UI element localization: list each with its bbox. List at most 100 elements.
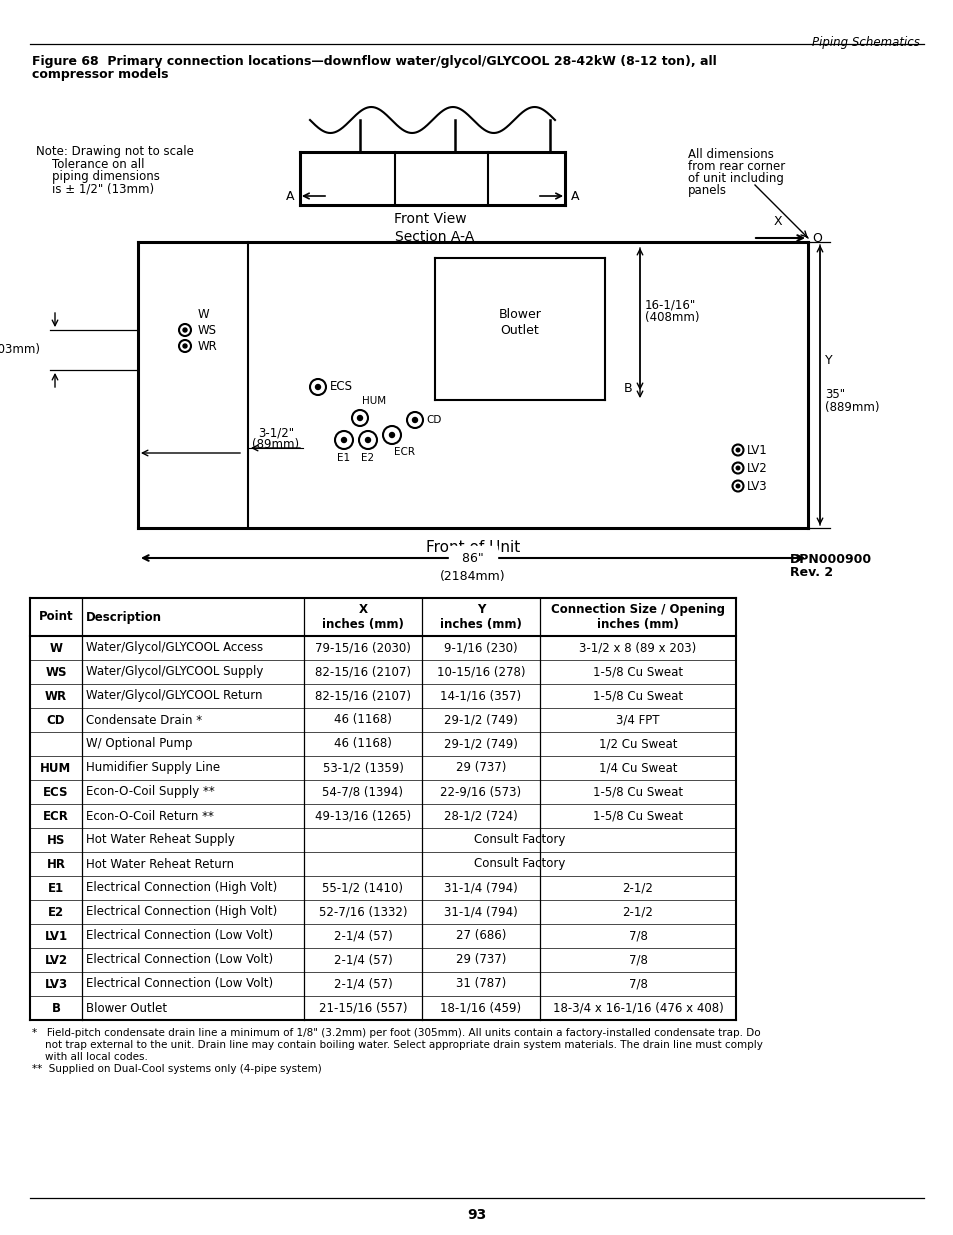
Text: 31-1/4 (794): 31-1/4 (794) bbox=[444, 905, 517, 919]
Text: Front View: Front View bbox=[394, 212, 466, 226]
Circle shape bbox=[412, 417, 417, 422]
Text: 86": 86" bbox=[454, 552, 492, 564]
Circle shape bbox=[183, 329, 187, 332]
Text: WR: WR bbox=[198, 340, 217, 352]
Text: Blower Outlet: Blower Outlet bbox=[86, 1002, 167, 1014]
Text: Humidifier Supply Line: Humidifier Supply Line bbox=[86, 762, 220, 774]
Text: Electrical Connection (High Volt): Electrical Connection (High Volt) bbox=[86, 882, 277, 894]
Text: W: W bbox=[198, 309, 210, 321]
Text: 2-1/4 (57): 2-1/4 (57) bbox=[334, 953, 392, 967]
Text: 1-5/8 Cu Sweat: 1-5/8 Cu Sweat bbox=[593, 809, 682, 823]
Text: LV2: LV2 bbox=[45, 953, 68, 967]
Circle shape bbox=[183, 345, 187, 348]
Text: 52-7/16 (1332): 52-7/16 (1332) bbox=[318, 905, 407, 919]
Circle shape bbox=[736, 484, 739, 488]
Text: 2-1/4 (57): 2-1/4 (57) bbox=[334, 930, 392, 942]
Circle shape bbox=[357, 415, 362, 420]
Text: Rev. 2: Rev. 2 bbox=[789, 566, 832, 579]
Text: ECS: ECS bbox=[330, 380, 353, 394]
Text: 7/8: 7/8 bbox=[628, 977, 647, 990]
Text: 29-1/2 (749): 29-1/2 (749) bbox=[443, 714, 517, 726]
Text: Electrical Connection (Low Volt): Electrical Connection (Low Volt) bbox=[86, 977, 273, 990]
Text: **  Supplied on Dual-Cool systems only (4-pipe system): ** Supplied on Dual-Cool systems only (4… bbox=[32, 1065, 321, 1074]
Text: Econ-O-Coil Supply **: Econ-O-Coil Supply ** bbox=[86, 785, 214, 799]
Text: 1-5/8 Cu Sweat: 1-5/8 Cu Sweat bbox=[593, 666, 682, 678]
Text: is ± 1/2" (13mm): is ± 1/2" (13mm) bbox=[52, 182, 154, 195]
Text: Consult Factory: Consult Factory bbox=[474, 834, 565, 846]
Text: Consult Factory: Consult Factory bbox=[474, 857, 565, 871]
Text: 1-5/8 Cu Sweat: 1-5/8 Cu Sweat bbox=[593, 785, 682, 799]
Text: WS: WS bbox=[45, 666, 67, 678]
Text: Figure 68  Primary connection locations—downflow water/glycol/GLYCOOL 28-42kW (8: Figure 68 Primary connection locations—d… bbox=[32, 56, 716, 68]
Text: E1: E1 bbox=[48, 882, 64, 894]
Text: Hot Water Reheat Return: Hot Water Reheat Return bbox=[86, 857, 233, 871]
Text: 79-15/16 (2030): 79-15/16 (2030) bbox=[314, 641, 411, 655]
Text: Tolerance on all: Tolerance on all bbox=[52, 158, 144, 170]
Text: 1/2 Cu Sweat: 1/2 Cu Sweat bbox=[598, 737, 677, 751]
Text: (889mm): (889mm) bbox=[824, 401, 879, 415]
Text: WS: WS bbox=[198, 324, 216, 336]
Text: 46 (1168): 46 (1168) bbox=[334, 737, 392, 751]
Text: E2: E2 bbox=[361, 453, 375, 463]
Text: HUM: HUM bbox=[361, 396, 386, 406]
Text: X: X bbox=[773, 215, 781, 228]
Text: Electrical Connection (High Volt): Electrical Connection (High Volt) bbox=[86, 905, 277, 919]
Text: HR: HR bbox=[47, 857, 66, 871]
Text: LV2: LV2 bbox=[746, 462, 767, 474]
Text: 82-15/16 (2107): 82-15/16 (2107) bbox=[314, 666, 411, 678]
Text: 27 (686): 27 (686) bbox=[456, 930, 506, 942]
Text: Front of Unit: Front of Unit bbox=[425, 540, 519, 555]
Text: 49-13/16 (1265): 49-13/16 (1265) bbox=[314, 809, 411, 823]
Text: 82-15/16 (2107): 82-15/16 (2107) bbox=[314, 689, 411, 703]
Text: E1: E1 bbox=[337, 453, 350, 463]
Text: W/ Optional Pump: W/ Optional Pump bbox=[86, 737, 193, 751]
Text: 3/4 FPT: 3/4 FPT bbox=[616, 714, 659, 726]
Text: Condensate Drain *: Condensate Drain * bbox=[86, 714, 202, 726]
Text: not trap external to the unit. Drain line may contain boiling water. Select appr: not trap external to the unit. Drain lin… bbox=[32, 1040, 762, 1050]
Text: 16-1/16": 16-1/16" bbox=[644, 299, 696, 311]
Text: 2-1/2: 2-1/2 bbox=[622, 882, 653, 894]
Circle shape bbox=[341, 437, 346, 442]
Text: 28-1/2 (724): 28-1/2 (724) bbox=[444, 809, 517, 823]
Text: A: A bbox=[571, 189, 578, 203]
Text: with all local codes.: with all local codes. bbox=[32, 1052, 148, 1062]
Text: X
inches (mm): X inches (mm) bbox=[322, 603, 403, 631]
Text: 3-1/2": 3-1/2" bbox=[257, 427, 294, 440]
Text: B: B bbox=[51, 1002, 60, 1014]
Text: Note: Drawing not to scale: Note: Drawing not to scale bbox=[36, 144, 193, 158]
Text: WR: WR bbox=[45, 689, 67, 703]
Text: W: W bbox=[50, 641, 63, 655]
Text: ECR: ECR bbox=[43, 809, 69, 823]
Text: 22-9/16 (573): 22-9/16 (573) bbox=[440, 785, 521, 799]
Text: 93: 93 bbox=[467, 1208, 486, 1221]
Text: 29 (737): 29 (737) bbox=[456, 953, 506, 967]
Text: Description: Description bbox=[86, 610, 162, 624]
Text: 46 (1168): 46 (1168) bbox=[334, 714, 392, 726]
Text: Section A-A: Section A-A bbox=[395, 230, 475, 245]
Text: LV1: LV1 bbox=[45, 930, 68, 942]
Text: piping dimensions: piping dimensions bbox=[52, 170, 160, 183]
Text: 31-1/4 (794): 31-1/4 (794) bbox=[444, 882, 517, 894]
Text: 1-5/8 Cu Sweat: 1-5/8 Cu Sweat bbox=[593, 689, 682, 703]
Text: Y: Y bbox=[824, 353, 832, 367]
Text: 3-1/2 x 8 (89 x 203): 3-1/2 x 8 (89 x 203) bbox=[578, 641, 696, 655]
Text: HUM: HUM bbox=[40, 762, 71, 774]
Text: (408mm): (408mm) bbox=[644, 311, 699, 325]
Text: All dimensions: All dimensions bbox=[687, 148, 773, 161]
Text: 18-1/16 (459): 18-1/16 (459) bbox=[440, 1002, 521, 1014]
Text: 53-1/2 (1359): 53-1/2 (1359) bbox=[322, 762, 403, 774]
Text: LV3: LV3 bbox=[746, 479, 767, 493]
Circle shape bbox=[736, 466, 739, 469]
Text: E2: E2 bbox=[48, 905, 64, 919]
Text: of unit including: of unit including bbox=[687, 172, 783, 185]
Text: 14-1/16 (357): 14-1/16 (357) bbox=[440, 689, 521, 703]
Text: CD: CD bbox=[426, 415, 441, 425]
Text: Blower: Blower bbox=[498, 309, 541, 321]
Text: 2-1/2: 2-1/2 bbox=[622, 905, 653, 919]
Text: 9-1/16 (230): 9-1/16 (230) bbox=[444, 641, 517, 655]
Text: (89mm): (89mm) bbox=[253, 438, 299, 451]
Text: Econ-O-Coil Return **: Econ-O-Coil Return ** bbox=[86, 809, 213, 823]
Text: CD: CD bbox=[47, 714, 65, 726]
Text: Water/Glycol/GLYCOOL Return: Water/Glycol/GLYCOOL Return bbox=[86, 689, 262, 703]
Text: 18-3/4 x 16-1/16 (476 x 408): 18-3/4 x 16-1/16 (476 x 408) bbox=[552, 1002, 722, 1014]
